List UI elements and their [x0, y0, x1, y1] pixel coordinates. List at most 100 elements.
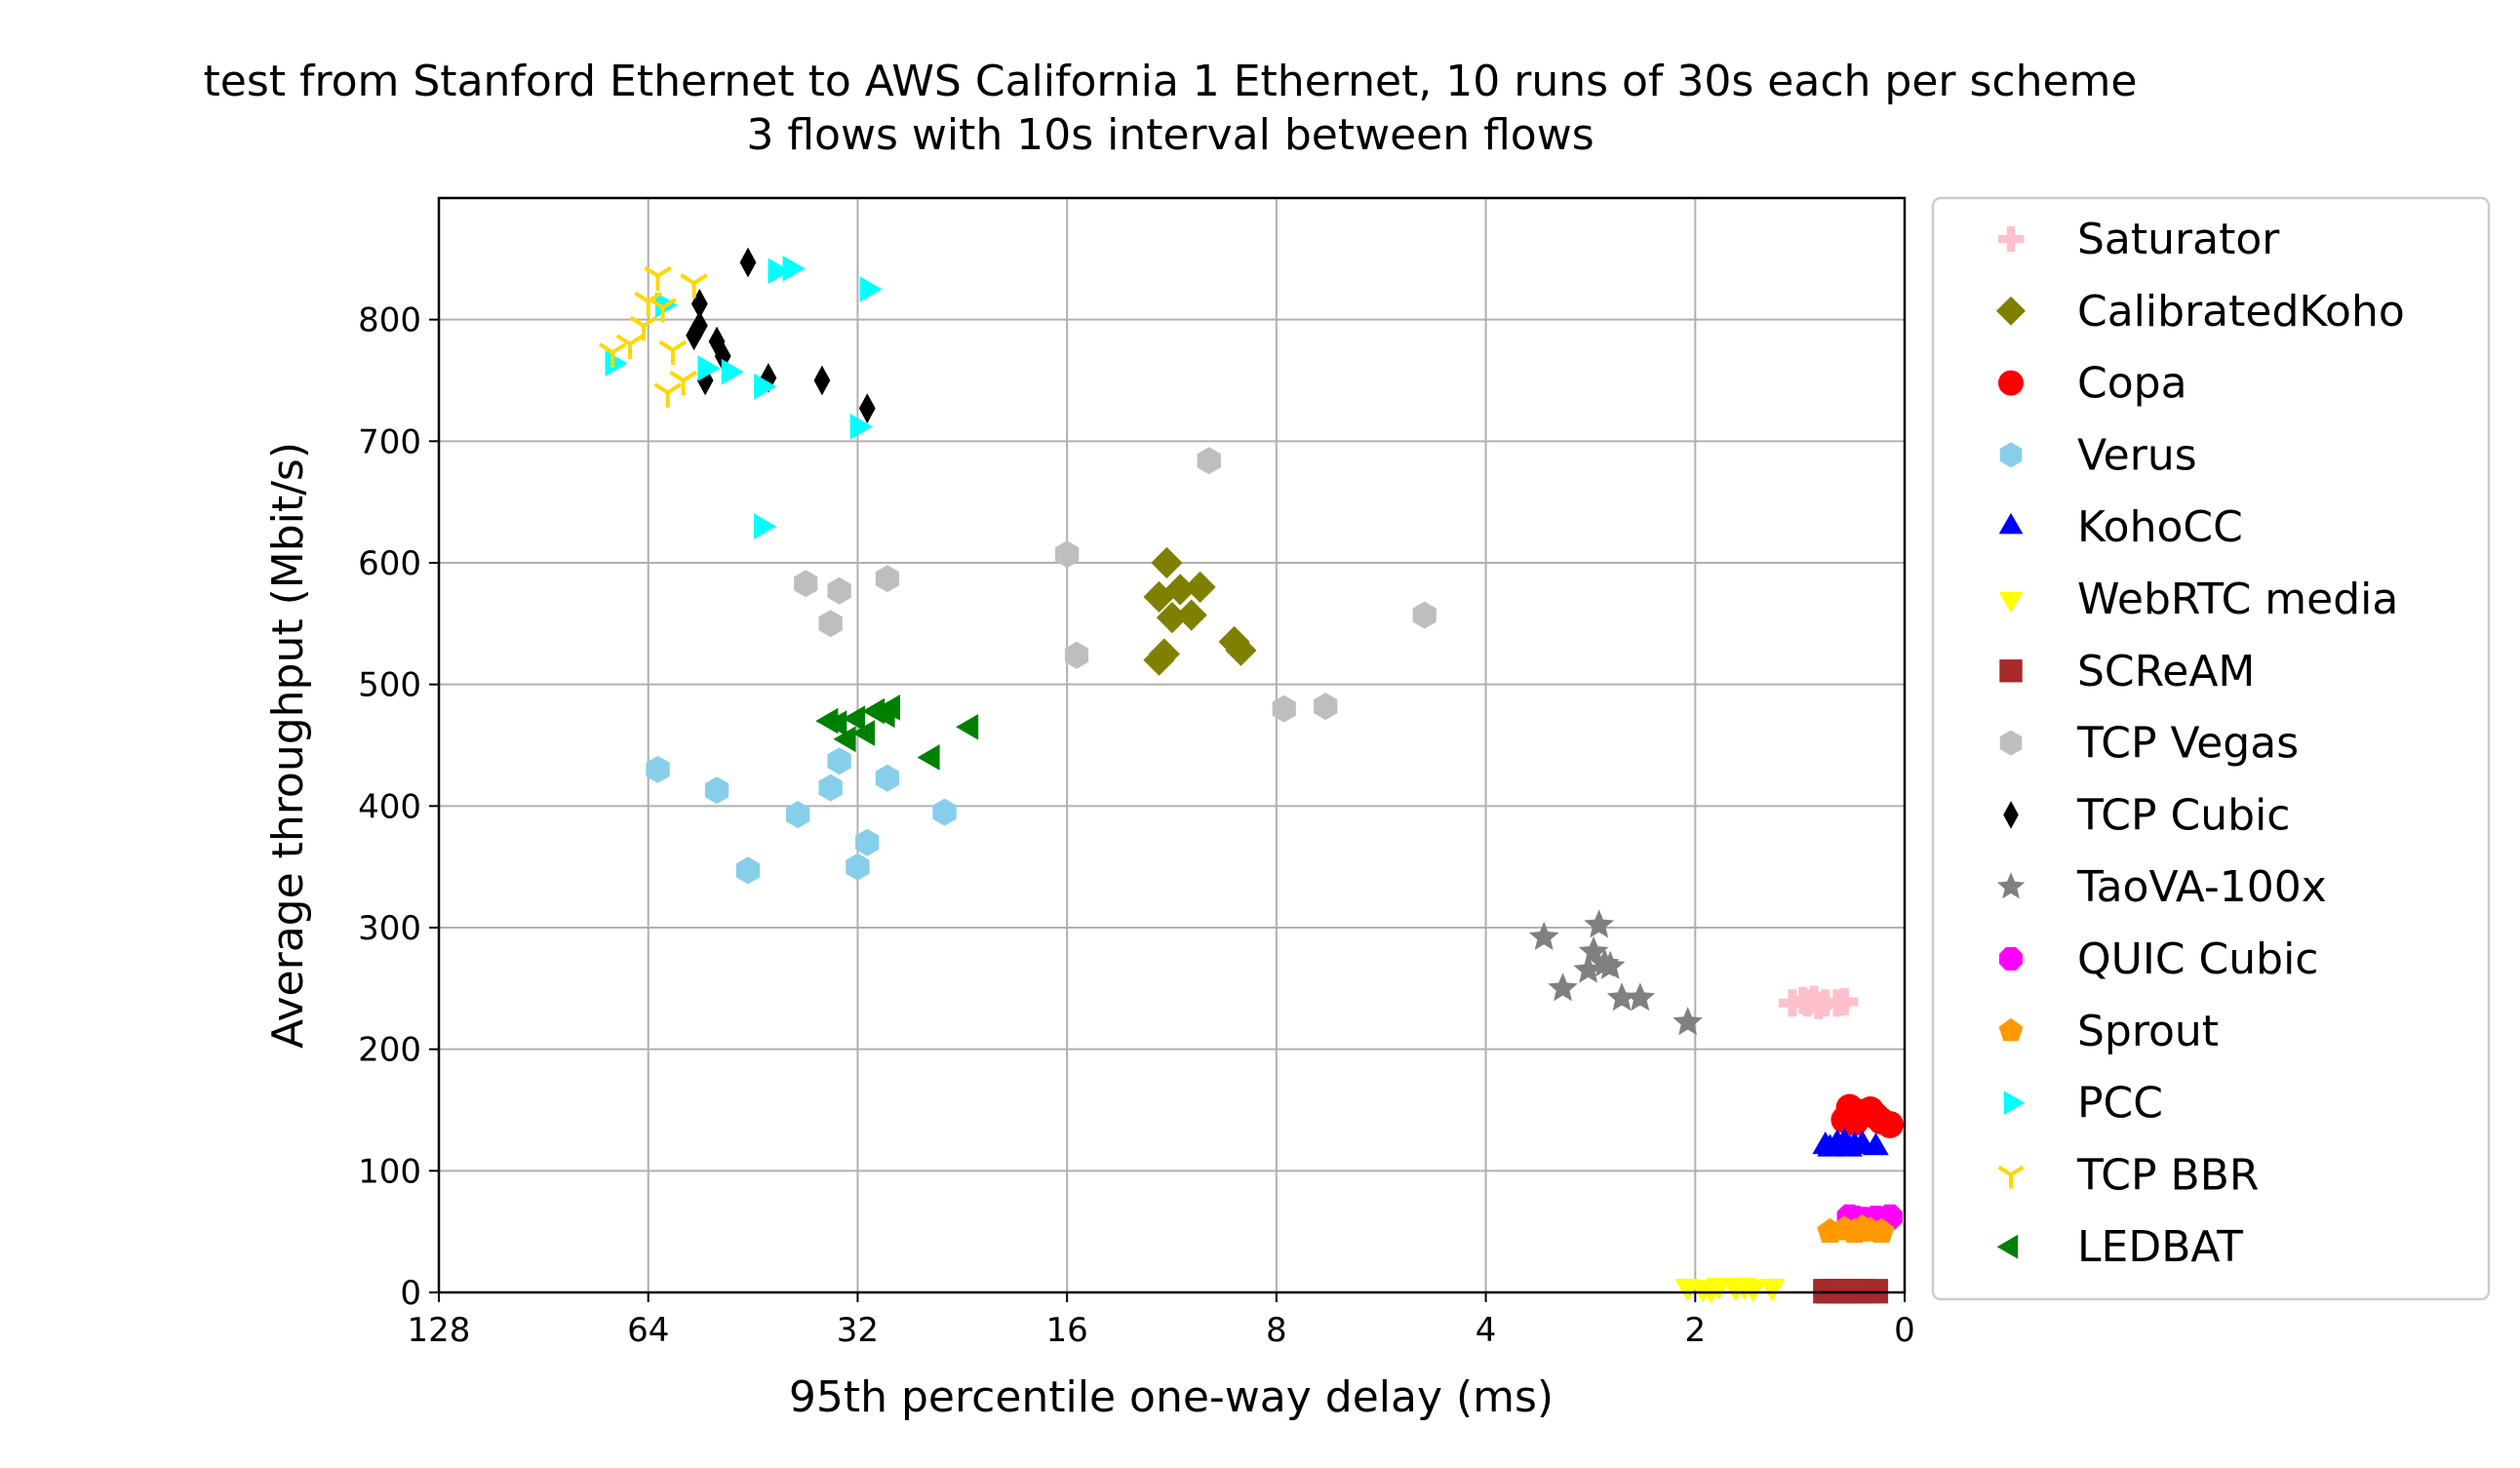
point-tcp-cubic: [690, 310, 708, 341]
point-tcp-bbr: [669, 370, 697, 396]
legend-label-verus: Verus: [2077, 430, 2197, 480]
legend-label-taova-100x: TaoVA-100x: [2076, 862, 2327, 912]
y-tick-label: 200: [358, 1031, 421, 1070]
point-verus: [846, 853, 870, 881]
legend-label-copa: Copa: [2077, 359, 2187, 409]
point-tcp-vegas: [875, 565, 899, 593]
point-pcc: [849, 414, 873, 440]
legend-label-saturator: Saturator: [2077, 215, 2280, 264]
point-webrtc-media: [1758, 1279, 1786, 1302]
point-verus: [875, 764, 899, 792]
y-tick-label: 500: [358, 666, 421, 705]
point-ledbat: [843, 705, 866, 732]
point-taova-100x: [1573, 954, 1603, 983]
legend: Saturator CalibratedKoho Copa Verus KohoCC We…: [1931, 196, 2491, 1301]
point-tcp-vegas: [1055, 540, 1080, 569]
series-tcp-vegas: [794, 447, 1437, 723]
y-tick-label: 400: [358, 787, 421, 826]
point-tcp-vegas: [1197, 447, 1221, 475]
x-tick-label: 128: [408, 1311, 471, 1350]
point-kohocc: [1817, 1133, 1843, 1157]
series-copa: [1831, 1093, 1904, 1138]
point-pcc: [754, 373, 777, 400]
y-tick-label: 600: [358, 544, 421, 583]
legend-label-calibratedkoho: CalibratedKoho: [2077, 287, 2405, 337]
point-pcc: [768, 258, 791, 285]
series-saturator: [1778, 985, 1859, 1019]
point-taova-100x: [1606, 982, 1637, 1012]
point-tcp-bbr: [658, 339, 688, 366]
point-verus: [855, 828, 880, 856]
legend-marker-quic-cubic: [1999, 947, 2023, 971]
point-tcp-vegas: [827, 576, 851, 605]
point-calibratedkoho: [1184, 571, 1216, 603]
point-verus: [704, 776, 729, 805]
point-ledbat: [917, 744, 940, 771]
legend-label-webrtc-media: WebRTC media: [2077, 575, 2398, 624]
legend-label-kohocc: KohoCC: [2077, 502, 2243, 552]
y-tick-label: 700: [358, 422, 421, 461]
point-pcc: [782, 256, 806, 282]
legend-frame: [1931, 196, 2491, 1301]
point-saturator: [1804, 991, 1832, 1019]
legend-label-tcp-bbr: TCP BBR: [2076, 1150, 2259, 1200]
point-calibratedkoho: [1225, 634, 1257, 666]
point-tcp-bbr: [598, 342, 627, 368]
point-tcp-bbr: [615, 334, 645, 359]
point-taova-100x: [1673, 1007, 1703, 1036]
point-verus: [786, 801, 810, 829]
series-calibratedkoho: [1143, 546, 1257, 676]
legend-label-scream: SCReAM: [2077, 647, 2255, 696]
y-tick-label: 300: [358, 909, 421, 948]
point-taova-100x: [1584, 909, 1614, 938]
point-tcp-vegas: [1272, 694, 1296, 723]
point-verus: [932, 798, 957, 826]
point-tcp-bbr: [644, 265, 672, 292]
x-tick-label: 16: [1046, 1311, 1088, 1350]
plot-frame: [437, 196, 1907, 1294]
series-sprout: [1817, 1213, 1895, 1243]
point-kohocc: [1863, 1132, 1889, 1156]
point-calibratedkoho: [1156, 602, 1188, 634]
point-taova-100x: [1595, 950, 1626, 979]
point-verus: [818, 774, 843, 802]
chart-title: test from Stanford Ethernet to AWS Calif…: [204, 57, 2138, 106]
point-taova-100x: [1548, 972, 1578, 1002]
legend-marker-ledbat: [1996, 1234, 2019, 1259]
point-calibratedkoho: [1175, 599, 1207, 631]
point-calibratedkoho: [1143, 644, 1175, 676]
x-tick-label: 32: [837, 1311, 879, 1350]
legend-marker-verus: [1999, 442, 2023, 468]
series-kohocc: [1812, 1128, 1889, 1157]
point-ledbat: [833, 726, 856, 753]
point-verus: [735, 856, 761, 885]
y-tick-label: 0: [400, 1274, 421, 1313]
series-taova-100x: [1528, 909, 1703, 1036]
y-tick-label: 800: [358, 301, 421, 340]
point-saturator: [1831, 988, 1859, 1016]
data-points: [598, 247, 1904, 1304]
legend-marker-sprout: [1998, 1017, 2024, 1042]
chart-subtitle: 3 flows with 10s interval between flows: [746, 110, 1594, 160]
point-tcp-vegas: [1412, 601, 1437, 629]
point-tcp-bbr: [680, 273, 709, 298]
point-tcp-bbr: [629, 315, 658, 341]
point-pcc: [859, 276, 883, 302]
legend-label-tcp-vegas: TCP Vegas: [2076, 719, 2299, 769]
point-calibratedkoho: [1143, 580, 1175, 613]
legend-marker-webrtc-media: [1998, 591, 2024, 614]
legend-label-pcc: PCC: [2077, 1079, 2163, 1129]
point-pcc: [754, 513, 777, 539]
x-axis-label: 95th percentile one-way delay (ms): [789, 1372, 1554, 1422]
point-kohocc: [1841, 1131, 1869, 1155]
point-pcc: [721, 358, 744, 385]
point-ledbat: [872, 701, 895, 729]
legend-marker-copa: [1998, 370, 2024, 396]
legend-label-sprout: Sprout: [2077, 1007, 2219, 1056]
point-tcp-vegas: [818, 610, 843, 638]
legend-marker-calibratedkoho: [1996, 296, 2026, 326]
point-taova-100x: [1528, 921, 1559, 950]
